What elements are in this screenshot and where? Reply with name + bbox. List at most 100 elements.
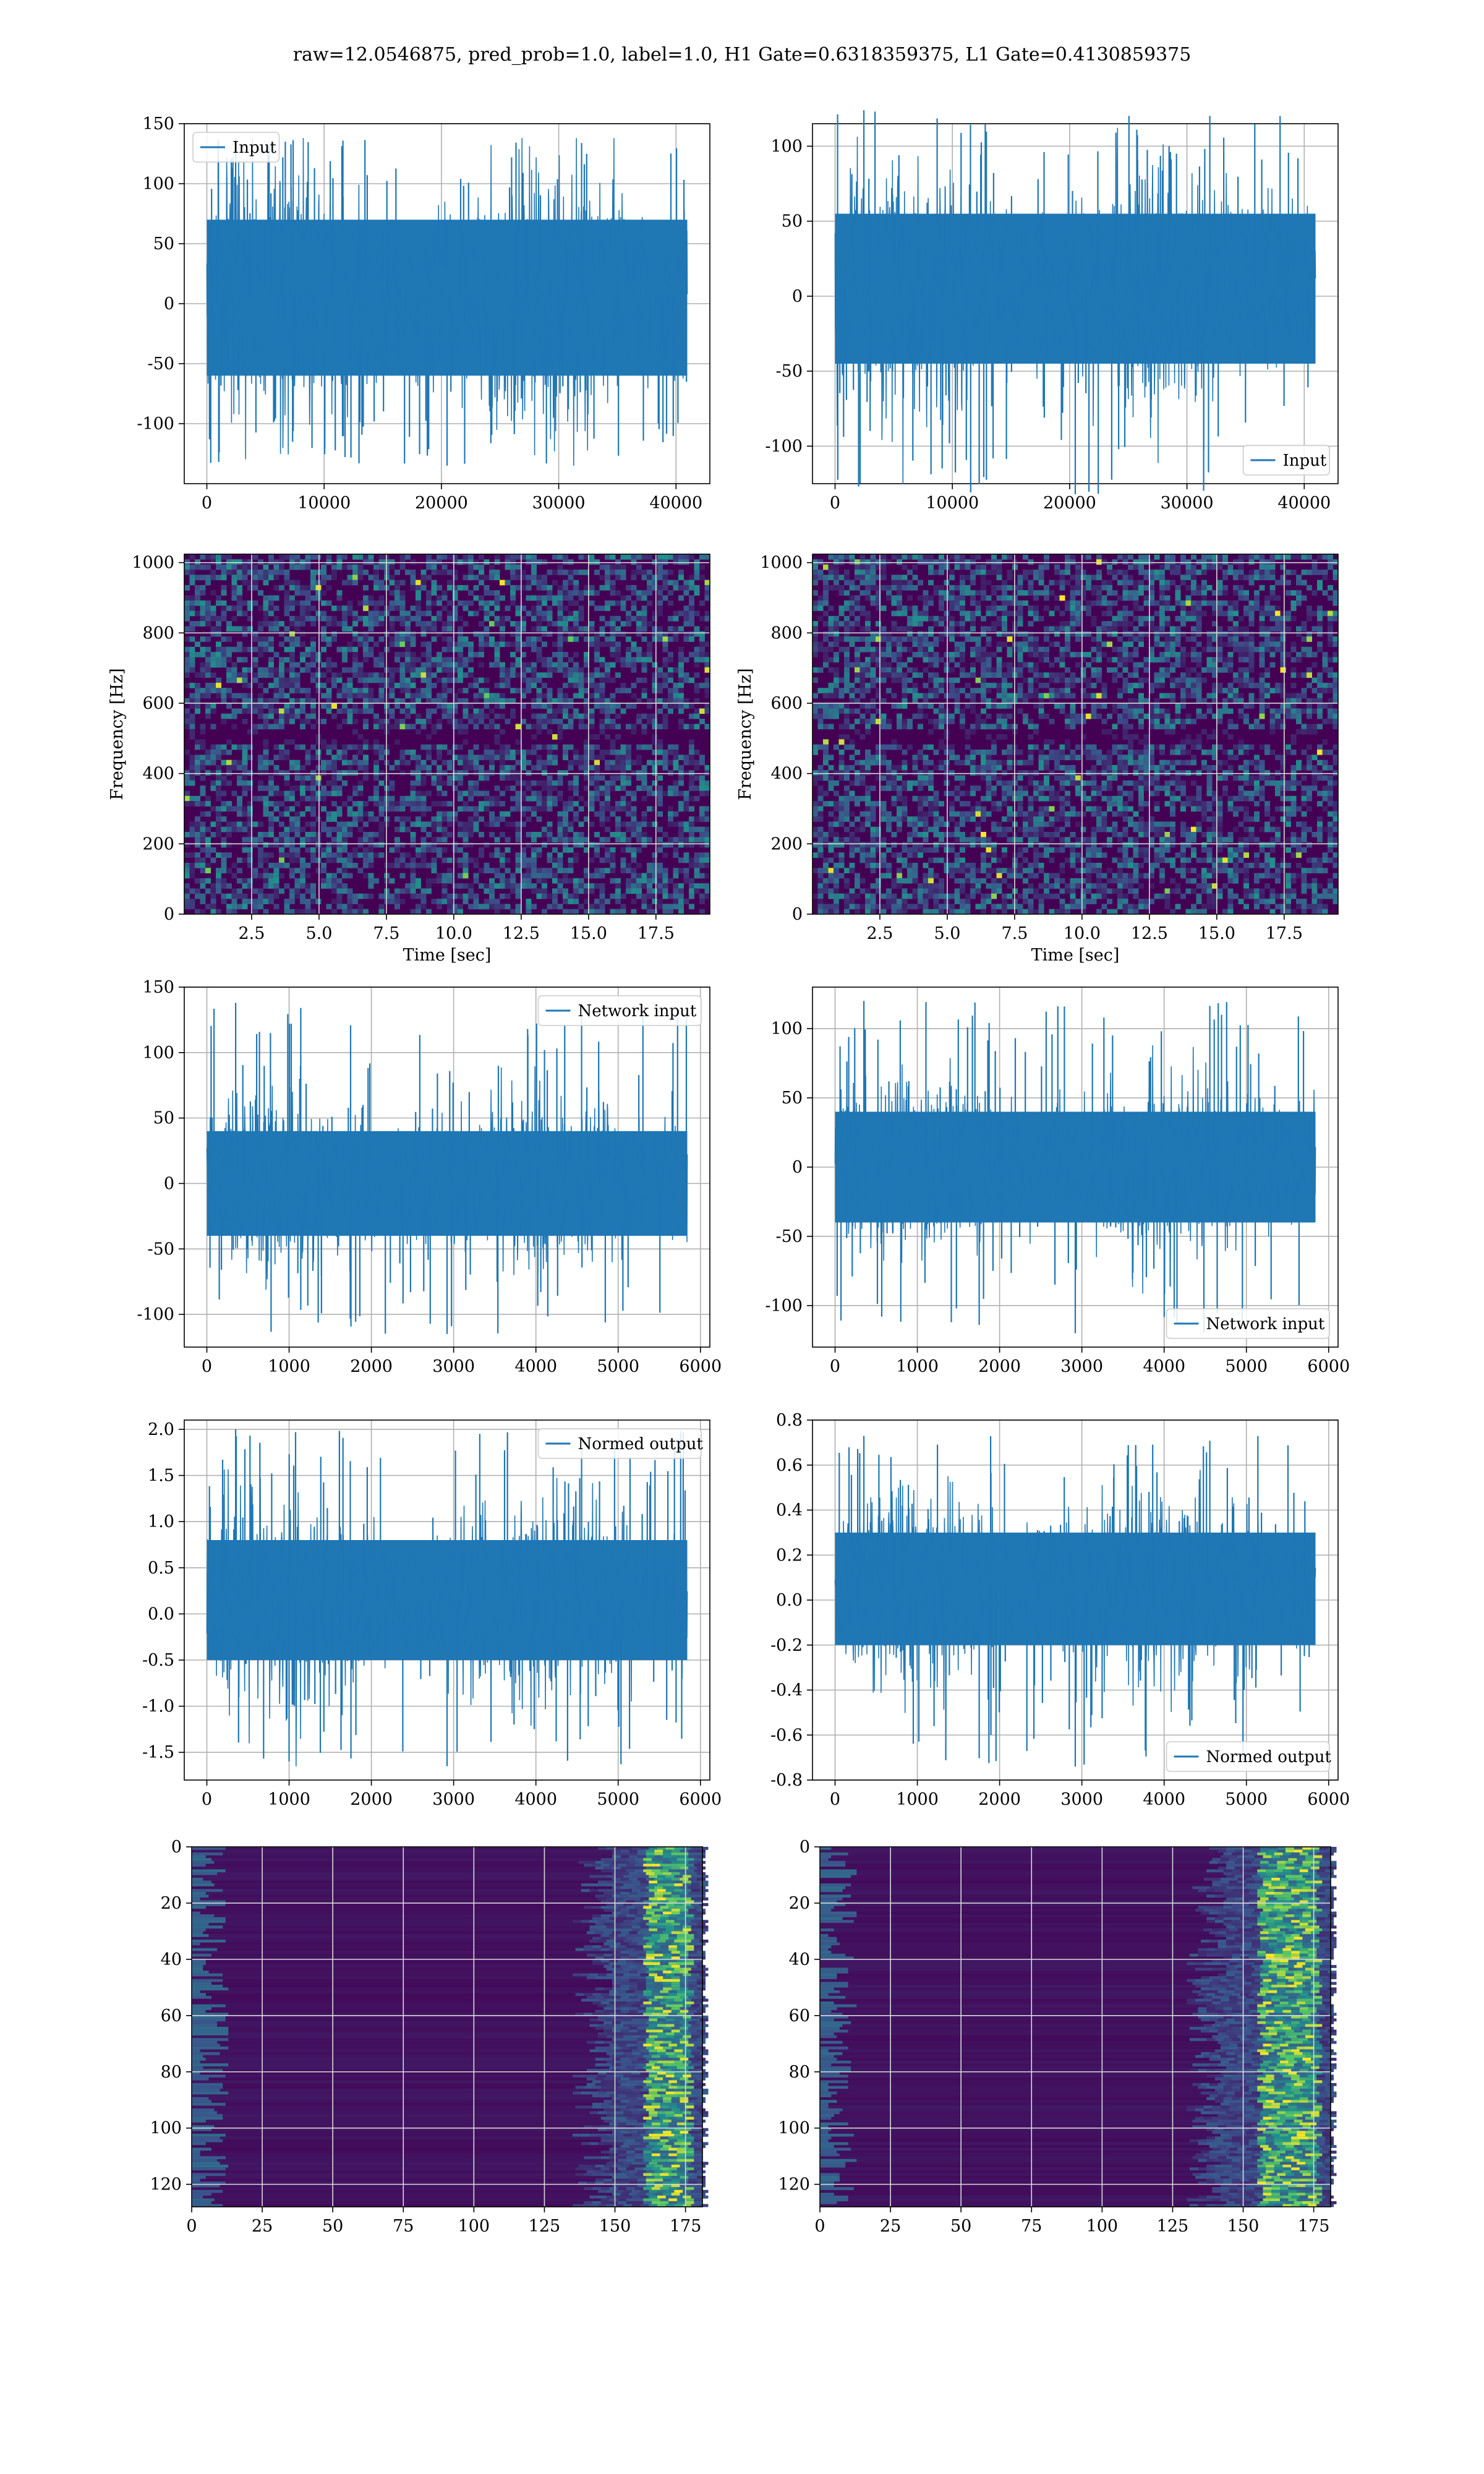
- chart-spectrogram-h1: 2.5 5.0 7.5 10.0 12.5 15.0 17.5 0 200 400 600 800 10…: [108, 554, 710, 965]
- axes-frame: [812, 554, 1339, 915]
- x-tick-label: 30000: [532, 494, 586, 513]
- legend: Input: [192, 132, 280, 163]
- legend: Normed output: [1166, 1741, 1332, 1772]
- x-tick-label: 25: [252, 2217, 273, 2236]
- x-tick-label: 100: [458, 2217, 490, 2236]
- y-tick-label: 0.4: [776, 1501, 803, 1520]
- legend-label: Network input: [578, 1002, 697, 1021]
- x-tick-label: 17.5: [1266, 924, 1303, 943]
- y-tick-label: 20: [789, 1894, 810, 1913]
- y-tick-label: -1.0: [142, 1697, 174, 1716]
- legend-label: Network input: [1206, 1315, 1325, 1333]
- axes-frame: [812, 1419, 1339, 1781]
- x-tick-label: 5.0: [934, 924, 960, 943]
- x-tick-label: 150: [599, 2217, 631, 2236]
- x-tick-label: 5.0: [305, 924, 332, 943]
- y-tick-label: -100: [137, 1305, 174, 1324]
- heatmap-cells: [184, 554, 710, 915]
- x-tick-label: 50: [322, 2217, 343, 2236]
- x-tick-label: 10000: [297, 494, 351, 513]
- x-tick-label: 3000: [1060, 1357, 1103, 1376]
- y-tick-label: 800: [770, 623, 803, 643]
- x-tick-label: 6000: [679, 1357, 722, 1376]
- y-tick-label: 40: [789, 1950, 810, 1969]
- x-tick-label: 50: [950, 2217, 971, 2236]
- x-axis-label: Time [sec]: [1031, 946, 1120, 965]
- x-tick-label: 175: [670, 2217, 702, 2236]
- y-tick-label: 60: [161, 2006, 182, 2026]
- y-tick-label: -100: [137, 414, 174, 434]
- y-tick-label: 1.5: [148, 1466, 174, 1486]
- axes-frame: [184, 554, 710, 915]
- y-tick-label: -50: [776, 362, 803, 381]
- y-tick-label: 0.0: [776, 1591, 803, 1610]
- y-tick-label: 50: [782, 212, 803, 231]
- x-tick-label: 150: [1227, 2217, 1260, 2236]
- x-tick-label: 0: [830, 494, 840, 513]
- chart-normed-output-h1: 0 1000 2000 3000 4000 5000 6000 -1.5 -1.0 -0.5 0.0…: [142, 1419, 722, 1809]
- y-tick-label: 0: [792, 1158, 803, 1177]
- x-tick-label: 5000: [1225, 1357, 1268, 1376]
- axes-frame: [819, 1846, 1331, 2207]
- x-tick-label: 125: [529, 2217, 561, 2236]
- x-tick-label: 17.5: [638, 924, 675, 943]
- signal-spikes: [208, 1429, 686, 1766]
- y-tick-label: 200: [770, 834, 803, 854]
- x-tick-label: 7.5: [373, 924, 399, 943]
- x-tick-label: 40000: [1277, 494, 1331, 513]
- x-tick-label: 2000: [978, 1790, 1021, 1809]
- x-tick-label: 5000: [597, 1357, 639, 1376]
- y-tick-label: -0.4: [770, 1681, 803, 1700]
- y-tick-label: 80: [789, 2063, 810, 2082]
- legend-label: Input: [232, 139, 276, 157]
- chart-input-l1: 0 10000 20000 30000 40000 -100 -50 0 50 100 Input: [765, 110, 1339, 513]
- y-tick-label: -1.5: [142, 1743, 174, 1762]
- x-tick-label: 4000: [514, 1790, 557, 1809]
- x-tick-label: 20000: [415, 494, 468, 513]
- y-tick-label: 100: [770, 1019, 803, 1038]
- signal-spikes: [838, 1436, 1310, 1767]
- x-tick-label: 4000: [514, 1357, 557, 1376]
- signal-spikes: [837, 110, 1309, 494]
- y-tick-label: 150: [142, 114, 174, 134]
- y-tick-label: 0: [792, 905, 803, 924]
- x-tick-label: 20000: [1043, 494, 1096, 513]
- y-tick-label: 150: [142, 978, 174, 997]
- y-tick-label: 0.5: [148, 1559, 174, 1578]
- y-tick-label: 600: [770, 694, 803, 713]
- legend-label: Normed output: [1206, 1748, 1332, 1766]
- y-tick-label: 400: [142, 764, 174, 784]
- y-tick-label: 0.0: [148, 1604, 174, 1624]
- heatmap-cells: [820, 1847, 1337, 2207]
- y-tick-label: 0: [164, 1174, 174, 1193]
- chart-input-h1: 0 10000 20000 30000 40000 -100 -50 0 50 100 150 Inp…: [137, 114, 710, 513]
- y-tick-label: 0: [800, 1838, 810, 1857]
- legend: Network input: [1166, 1308, 1330, 1339]
- y-tick-label: 120: [778, 2175, 810, 2194]
- signal-spikes: [836, 1001, 1305, 1333]
- axes-frame: [184, 123, 710, 484]
- x-tick-label: 0: [202, 494, 212, 513]
- x-tick-label: 2000: [350, 1357, 393, 1376]
- y-tick-label: 0.8: [776, 1411, 803, 1430]
- legend-label: Input: [1283, 452, 1327, 470]
- x-tick-label: 4000: [1143, 1357, 1185, 1376]
- y-tick-label: 0.2: [776, 1546, 803, 1565]
- y-tick-label: 600: [142, 694, 174, 713]
- x-tick-label: 6000: [1307, 1790, 1350, 1809]
- x-tick-label: 6000: [1307, 1357, 1350, 1376]
- x-tick-label: 5000: [597, 1790, 639, 1809]
- y-tick-label: 400: [770, 764, 803, 784]
- heatmap-cells: [812, 554, 1339, 915]
- y-tick-label: 100: [150, 2119, 182, 2138]
- y-tick-label: 1.0: [148, 1512, 174, 1531]
- y-tick-label: -0.5: [142, 1651, 174, 1670]
- y-tick-label: -0.8: [770, 1771, 803, 1790]
- x-tick-label: 15.0: [1198, 924, 1235, 943]
- y-tick-label: 0: [164, 294, 174, 314]
- y-tick-label: 200: [142, 834, 174, 854]
- y-tick-label: 100: [778, 2119, 810, 2138]
- x-tick-label: 0: [814, 2217, 825, 2236]
- x-tick-label: 1000: [896, 1790, 939, 1809]
- y-tick-label: -50: [148, 354, 174, 374]
